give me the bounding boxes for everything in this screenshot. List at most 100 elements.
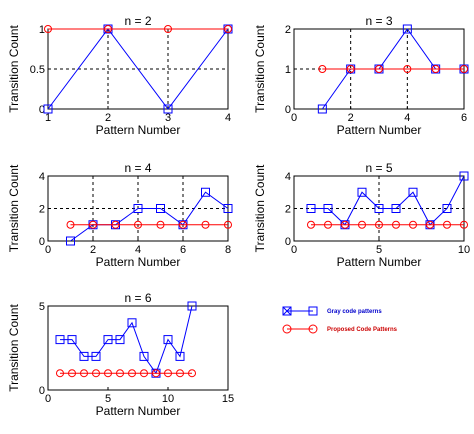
data-point-proposed — [375, 220, 383, 229]
chart-panel-3: 0 2 4 6 8 0 2 4 n = 4 Pattern Number Transition Co… — [7, 161, 233, 269]
legend-proposed-label: Proposed Code Patterns — [327, 327, 398, 333]
data-point-gray — [201, 187, 210, 197]
data-point-proposed — [116, 369, 124, 378]
chart-title: n = 6 — [124, 291, 151, 305]
chart-panel-2: 0 2 4 6 0 1 2 n = 3 Pattern Number Transition Cou… — [253, 14, 469, 137]
data-point-gray — [374, 204, 384, 213]
data-point-proposed — [431, 65, 440, 73]
data-point-gray — [55, 335, 65, 345]
data-point-gray — [67, 335, 77, 345]
data-point-gray — [127, 318, 137, 328]
chart-panel-4: 0 5 10 0 2 4 n = 5 Pattern Number Transition Cou… — [253, 161, 470, 269]
data-point-proposed — [324, 220, 332, 229]
data-point-proposed — [460, 65, 468, 73]
data-point-gray — [402, 24, 412, 34]
x-tick-label: 4 — [225, 112, 231, 124]
data-point-proposed — [164, 25, 172, 33]
chart-title: n = 3 — [365, 14, 392, 28]
y-tick-label: 0 — [285, 104, 291, 116]
data-point-proposed — [140, 369, 148, 378]
data-point-gray — [306, 204, 316, 213]
data-point-gray — [187, 301, 197, 311]
data-point-proposed — [104, 25, 112, 33]
data-point-proposed — [92, 369, 100, 378]
y-tick-label: 4 — [39, 171, 45, 183]
legend-proposed-marker-right — [308, 324, 318, 334]
x-tick-label: 0 — [291, 244, 297, 256]
data-point-proposed — [409, 220, 417, 229]
y-tick-label: 1 — [39, 24, 45, 36]
legend: Gray code patterns Proposed Code Pattern… — [270, 296, 448, 336]
data-point-proposed — [56, 369, 64, 378]
data-point-proposed — [111, 220, 120, 229]
data-point-gray — [43, 104, 53, 114]
data-point-gray — [442, 204, 452, 213]
data-point-gray — [408, 187, 418, 197]
data-point-proposed — [156, 220, 165, 229]
x-axis-label: Pattern Number — [96, 404, 181, 418]
data-point-proposed — [346, 65, 355, 73]
series-line-gray — [311, 175, 465, 226]
x-tick-label: 0 — [45, 244, 51, 256]
y-tick-label: 2 — [285, 24, 291, 36]
data-point-gray — [391, 204, 401, 213]
y-tick-label: 0 — [39, 236, 45, 248]
data-point-gray — [163, 104, 173, 114]
y-axis-label: Transition Count — [253, 164, 267, 252]
legend-gray-marker-right — [308, 306, 318, 316]
data-point-proposed — [128, 369, 136, 378]
x-tick-label: 1 — [45, 112, 51, 124]
y-tick-label: 0 — [39, 385, 45, 397]
chart-title: n = 2 — [124, 14, 151, 28]
data-point-proposed — [307, 220, 315, 229]
data-point-proposed — [443, 220, 451, 229]
plot-area — [47, 305, 229, 391]
data-point-gray — [139, 351, 149, 361]
x-axis-label: Pattern Number — [337, 255, 422, 269]
x-tick-label: 6 — [461, 112, 467, 124]
data-point-proposed — [89, 220, 97, 229]
data-point-proposed — [224, 25, 232, 33]
data-point-proposed — [68, 369, 76, 378]
x-tick-label: 8 — [225, 244, 231, 256]
data-point-proposed — [66, 220, 75, 229]
data-point-proposed — [426, 220, 434, 229]
x-axis-label: Pattern Number — [337, 123, 422, 137]
data-point-gray — [66, 236, 75, 246]
y-tick-label: 0.5 — [30, 64, 45, 76]
y-axis-label: Transition Count — [7, 164, 21, 252]
chart-panel-5: 0 5 10 15 0 5 n = 6 Pattern Number Transition Co… — [7, 291, 234, 418]
y-tick-label: 1 — [285, 64, 291, 76]
y-axis-label: Transition Count — [7, 25, 21, 113]
data-point-gray — [79, 351, 89, 361]
data-point-gray — [156, 204, 165, 213]
data-point-gray — [223, 204, 233, 213]
data-point-gray — [317, 104, 327, 114]
chart-title: n = 5 — [365, 161, 392, 175]
x-tick-label: 0 — [45, 393, 51, 405]
data-point-proposed — [179, 220, 187, 229]
x-tick-label: 2 — [105, 112, 111, 124]
series-line-gray — [60, 305, 193, 375]
y-axis-label: Transition Count — [253, 25, 267, 113]
x-tick-label: 5 — [105, 393, 111, 405]
x-tick-label: 15 — [222, 393, 234, 405]
x-axis-label: Pattern Number — [96, 123, 181, 137]
data-point-gray — [103, 335, 113, 345]
data-point-proposed — [201, 220, 210, 229]
x-axis-label: Pattern Number — [96, 255, 181, 269]
data-point-gray — [163, 335, 173, 345]
legend-gray-label: Gray code patterns — [327, 309, 382, 315]
x-tick-label: 2 — [348, 112, 354, 124]
data-point-gray — [323, 204, 333, 213]
data-point-proposed — [104, 369, 112, 378]
data-point-proposed — [403, 65, 412, 73]
data-point-proposed — [134, 220, 142, 229]
x-tick-label: 3 — [165, 112, 171, 124]
y-tick-label: 5 — [39, 301, 45, 313]
y-tick-label: 2 — [285, 204, 291, 216]
data-point-proposed — [80, 369, 88, 378]
x-tick-label: 10 — [458, 244, 470, 256]
data-point-gray — [91, 351, 101, 361]
data-point-proposed — [460, 220, 468, 229]
